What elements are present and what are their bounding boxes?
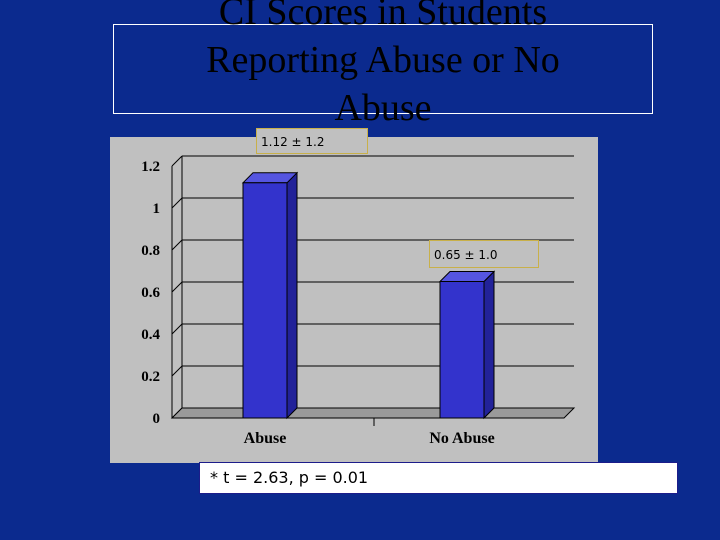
y-tick-label: 1 <box>153 201 161 217</box>
x-category-label: Abuse <box>244 430 287 447</box>
x-category-label: No Abuse <box>429 430 494 447</box>
y-tick-label: 0.2 <box>141 369 160 385</box>
y-tick-label: 0.4 <box>141 327 160 343</box>
bar-side <box>286 171 298 420</box>
chart-floor <box>170 407 576 419</box>
callout-no-abuse-value: 0.65 ± 1.0 <box>429 240 539 268</box>
gridline-depth <box>171 281 183 293</box>
bar-side <box>483 270 495 420</box>
title-box <box>113 24 653 114</box>
chart-panel: 0 0.2 0.4 0.6 0.8 1 1.2 Abuse No Abuse <box>110 137 598 463</box>
gridline-depth <box>171 197 183 209</box>
y-tick-label: 0 <box>153 411 161 427</box>
gridline-depth <box>171 365 183 377</box>
gridline-depth <box>171 239 183 251</box>
gridline-depth <box>171 155 183 167</box>
callout-abuse-value: 1.12 ± 1.2 <box>256 128 368 154</box>
bar-top <box>438 271 496 282</box>
bar-top <box>241 172 299 184</box>
slide-title: CI Scores in Students Reporting Abuse or… <box>206 0 560 129</box>
y-tick-label: 0.8 <box>141 243 160 259</box>
bar <box>439 281 485 419</box>
stat-box: * t = 2.63, p = 0.01 <box>199 462 678 494</box>
y-tick-label: 1.2 <box>141 159 160 175</box>
gridline-depth <box>171 323 183 335</box>
bar-chart: 0 0.2 0.4 0.6 0.8 1 1.2 Abuse No Abuse <box>141 155 576 447</box>
y-tick-label: 0.6 <box>141 285 160 301</box>
bar <box>242 182 288 419</box>
